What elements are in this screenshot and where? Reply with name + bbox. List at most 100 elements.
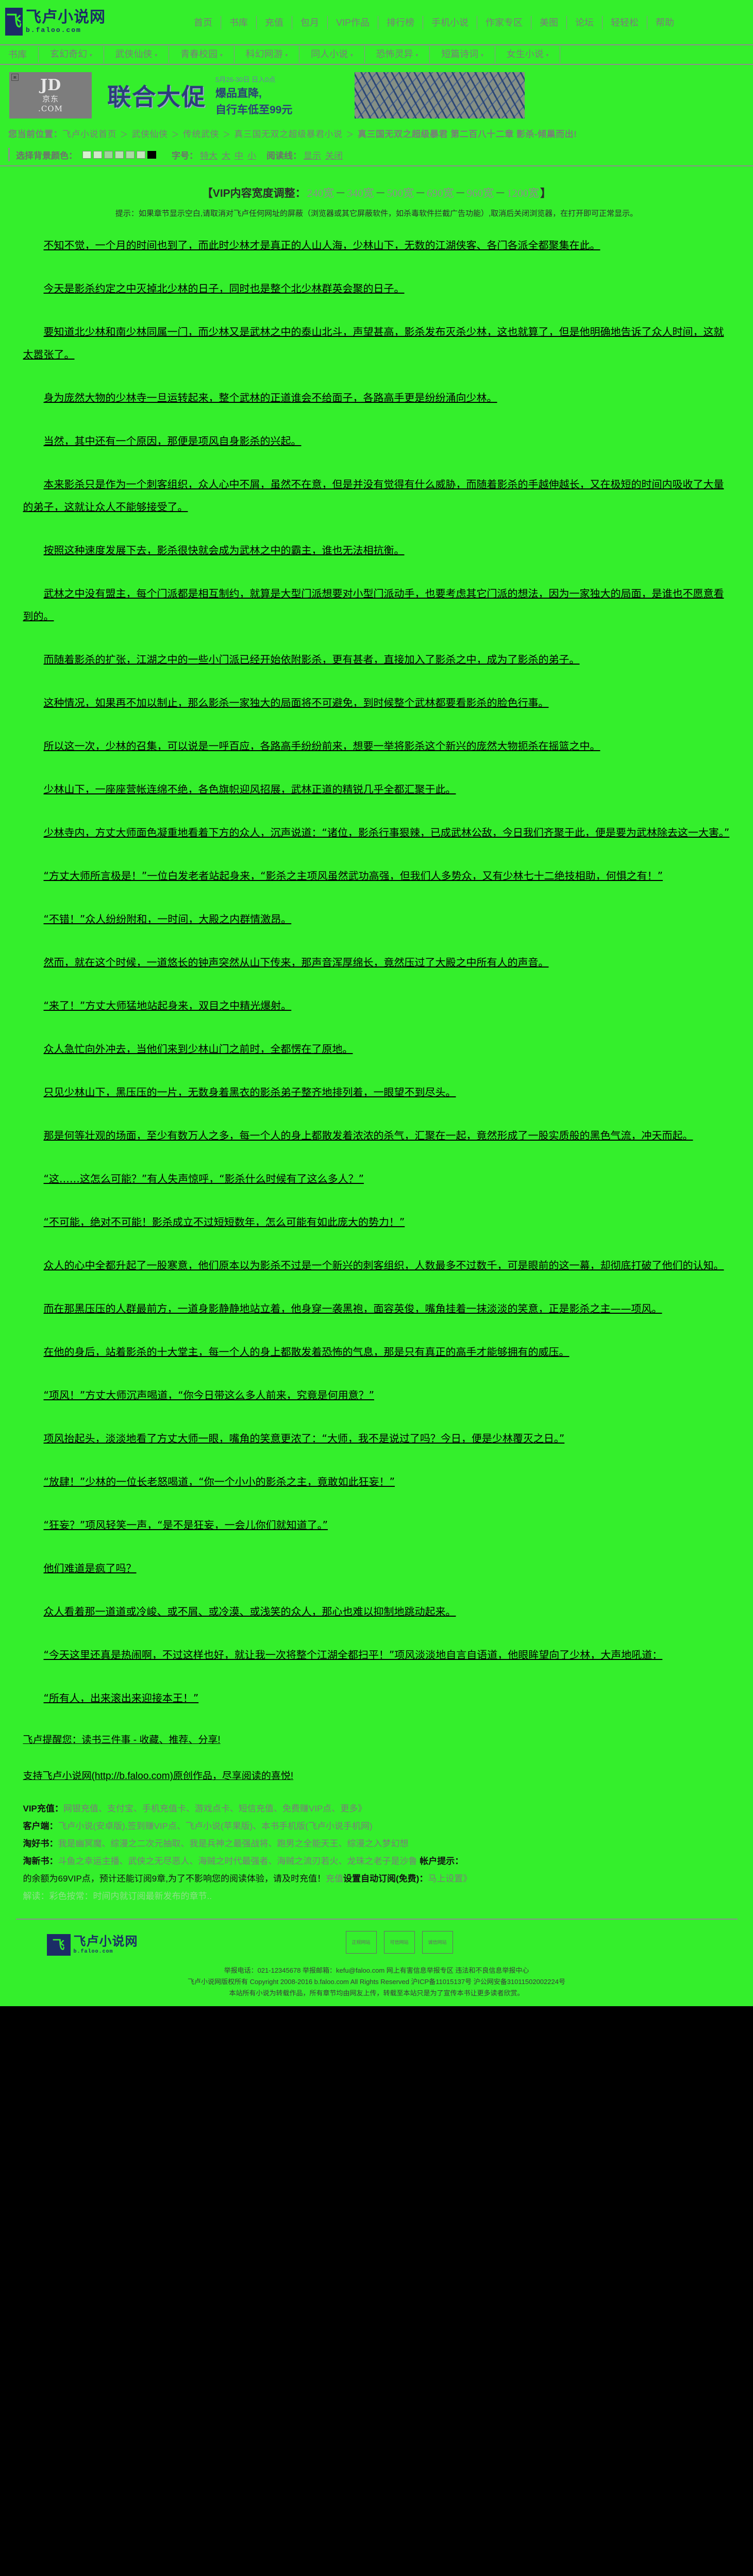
font-size-xl[interactable]: 特大 [200, 150, 217, 161]
catnav-item-female[interactable]: 女生小说 ▾ [495, 46, 561, 63]
breadcrumb-item-subgenre[interactable]: 传统武侠 [183, 129, 220, 139]
chapter-paragraph: 本来影杀只是作为一个刺客组织，众人心中不屑，虽然不在意，但是并没有觉得有什么威胁… [23, 478, 724, 513]
topnav-item-recharge[interactable]: 充值 [257, 16, 292, 29]
good-book-link-4[interactable]: 跑男之全能天王 [277, 1839, 339, 1849]
client-link-mobile-web[interactable]: 本书手机版(飞卢小说手机网) [261, 1821, 373, 1831]
trust-badge-icon[interactable]: 正规网站 [345, 1931, 377, 1954]
bg-swatch-1[interactable] [82, 150, 91, 159]
topnav-item-relax[interactable]: 轻轻松 [603, 16, 648, 29]
catnav-label: 武侠仙侠 [115, 49, 153, 60]
chapter-paragraph: “来了！”方丈大师猛地站起身来，双目之中精光爆射。 [43, 999, 292, 1012]
catnav-item-scifi[interactable]: 科幻网游 ▾ [235, 46, 300, 63]
footer-row-key: 淘新书： [23, 1856, 58, 1866]
topnav-item-authors[interactable]: 作家专区 [477, 16, 532, 29]
new-book-link-2[interactable]: 武侠之无尽恶人 [128, 1856, 190, 1866]
good-book-link-5[interactable]: 综漫之入梦幻想 [347, 1839, 409, 1849]
catnav-item-fanfic[interactable]: 同人小说 ▾ [299, 46, 365, 63]
topnav-item-mobile[interactable]: 手机小说 [423, 16, 478, 29]
footer-logo-title: 飞卢小说网 [73, 1934, 138, 1949]
chapter-paragraph: 要知道北少林和南少林同属一门，而少林又是武林之中的泰山北斗，声望甚高，影杀发布灭… [23, 326, 724, 361]
width-option-240[interactable]: 240宽 [307, 187, 334, 199]
breadcrumb-item-book[interactable]: 真三国无双之超级暴君小说 [234, 129, 343, 139]
recharge-link-alipay[interactable]: 支付宝 [107, 1804, 133, 1814]
ad-brand-com: .COM [38, 104, 63, 113]
jd-ad-banner[interactable]: ▣ JD 京东 .COM 联合大促 5月26-30日 日入0点 爆品直降, 自行… [9, 72, 525, 118]
chevron-down-icon: ▾ [90, 52, 92, 58]
logo-domain: b.faloo.com [26, 26, 81, 34]
footer-row-key: 客户端： [23, 1821, 58, 1831]
blank-chapter-tip: 提示：如果章节显示空白,请取消对飞卢任何网址的屏蔽（浏览器或其它屏蔽软件，如杀毒… [115, 209, 638, 218]
client-link-android[interactable]: 飞卢小说(安卓版) [58, 1821, 125, 1831]
bg-swatch-2[interactable] [93, 150, 102, 159]
bg-swatch-5[interactable] [126, 150, 135, 159]
vip-width-switcher: 【VIP内容宽度调整：240宽－340宽－500宽－690宽－960宽－1200… [0, 185, 753, 200]
recharge-link-phonecard[interactable]: 手机充值卡 [142, 1804, 186, 1814]
topnav-item-vip-works[interactable]: VIP作品 [328, 16, 379, 29]
new-book-link-1[interactable]: 斗鱼之幸运主播 [58, 1856, 120, 1866]
good-book-link-1[interactable]: 我是幽冥魔 [58, 1839, 102, 1849]
width-option-960[interactable]: 960宽 [466, 187, 494, 199]
new-book-link-3[interactable]: 海贼之时代最强者 [198, 1856, 269, 1866]
topnav-item-forum[interactable]: 论坛 [567, 16, 603, 29]
recharge-button[interactable]: 充值 [326, 1874, 343, 1884]
width-option-690[interactable]: 690宽 [427, 187, 454, 199]
catnav-item-horror[interactable]: 恐怖灵异 ▾ [365, 46, 430, 63]
chapter-paragraph: “方丈大师所言极是！”一位白发老者站起身来，“影杀之主项风虽然武功高强，但我们人… [43, 870, 663, 882]
recharge-link-free-vip[interactable]: 免费赚VIP点 [282, 1804, 332, 1814]
width-option-1200[interactable]: 1200宽 [507, 187, 540, 199]
recharge-link-gamecard[interactable]: 游戏点卡 [194, 1804, 230, 1814]
catnav-item-poetry[interactable]: 短篇诗词 ▾ [430, 46, 495, 63]
recharge-link-bank[interactable]: 网银充值 [63, 1804, 98, 1814]
new-book-link-5[interactable]: 龙珠之老子是沙鲁 [347, 1856, 417, 1866]
breadcrumb: 您当前位置：飞卢小说首页＞武侠仙侠＞传统武侠＞真三国无双之超级暴君小说＞真三国无… [0, 122, 753, 143]
bg-swatch-4[interactable] [115, 150, 124, 159]
chapter-paragraph: 而在那黑压压的人群最前方，一道身影静静地站立着，他身穿一袭黑袍，面容英俊，嘴角挂… [43, 1302, 662, 1315]
catnav-item-library[interactable]: 书库 [0, 47, 39, 62]
font-size-large[interactable]: 大 [222, 150, 230, 161]
font-size-small[interactable]: 小 [247, 150, 256, 161]
topnav-item-home[interactable]: 首页 [186, 16, 221, 29]
width-option-340[interactable]: 340宽 [347, 187, 374, 199]
bg-swatch-6[interactable] [137, 150, 145, 159]
recharge-link-more[interactable]: 更多》 [340, 1804, 367, 1814]
topnav-item-monthly[interactable]: 包月 [292, 16, 328, 29]
chapter-paragraph: 少林山下，一座座营帐连绵不绝，各色旗帜迎风招展，武林正道的精锐几乎全都汇聚于此。 [43, 783, 456, 795]
footer-logo[interactable]: 飞 飞卢小说网 b.faloo.com [46, 1934, 138, 1956]
width-option-500[interactable]: 500宽 [387, 187, 414, 199]
site-logo[interactable]: 飞 飞卢小说网 b.faloo.com [5, 2, 105, 41]
reading-line-hide[interactable]: 关闭 [325, 150, 343, 161]
recharge-link-sms[interactable]: 短信充值 [238, 1804, 274, 1814]
footer-row-good-books: 淘好书：我是幽冥魔、综漫之二次元抽取、我是兵神之最强战将、跑男之全能天王、综漫之… [23, 1839, 409, 1849]
catnav-item-fantasy[interactable]: 玄幻奇幻 ▾ [39, 46, 104, 63]
new-book-link-4[interactable]: 海贼之流刃若火 [277, 1856, 339, 1866]
font-size-medium[interactable]: 中 [235, 150, 243, 161]
catnav-item-wuxia[interactable]: 武侠仙侠 ▾ [104, 46, 170, 63]
font-size-label: 字号： [172, 150, 198, 161]
catnav-item-campus[interactable]: 青春校园 ▾ [169, 46, 235, 63]
trust-badge-icon[interactable]: 可信网站 [383, 1931, 415, 1954]
bg-swatch-3[interactable] [104, 150, 113, 159]
catnav-label: 青春校园 [180, 49, 218, 60]
chapter-paragraph: 这种情况，如果再不加以制止，那么影杀一家独大的局面将不可避免，到时候整个武林都要… [43, 697, 549, 709]
topnav-item-library[interactable]: 书库 [221, 16, 257, 29]
topnav-item-help[interactable]: 帮助 [656, 18, 675, 28]
trust-badge-icon[interactable]: 诚信网站 [422, 1931, 453, 1954]
reading-line-show[interactable]: 显示 [304, 150, 321, 161]
vip-width-tail: 】 [540, 188, 551, 199]
bg-swatch-7[interactable] [147, 150, 156, 159]
breadcrumb-item-genre[interactable]: 武侠仙侠 [131, 129, 168, 139]
client-link-ios[interactable]: 飞卢小说(苹果版) [185, 1821, 253, 1831]
good-book-link-2[interactable]: 综漫之二次元抽取 [110, 1839, 181, 1849]
breadcrumb-item-home[interactable]: 飞卢小说首页 [62, 129, 116, 139]
topnav-item-gallery[interactable]: 美图 [531, 16, 567, 29]
client-link-checkin[interactable]: 签到赚VIP点 [127, 1821, 177, 1831]
footer-row-clients: 客户端：飞卢小说(安卓版),签到赚VIP点、飞卢小说(苹果版)、本书手机版(飞卢… [23, 1821, 373, 1831]
footer-row-auto-subscribe-note: 解读：彩色按常：时间内就订阅最新发布的章节.. [23, 1891, 212, 1901]
footer-trust-badges: 正规网站 可信网站 诚信网站 [345, 1931, 453, 1954]
account-notice-title: 帐户提示： [420, 1856, 464, 1866]
breadcrumb-separator: ＞ [171, 130, 180, 139]
chevron-down-icon: ▾ [481, 52, 483, 58]
auto-subscribe-setup-link[interactable]: 马上设置》 [428, 1874, 472, 1884]
topnav-item-ranking[interactable]: 排行榜 [378, 16, 424, 29]
good-book-link-3[interactable]: 我是兵神之最强战将 [189, 1839, 269, 1849]
